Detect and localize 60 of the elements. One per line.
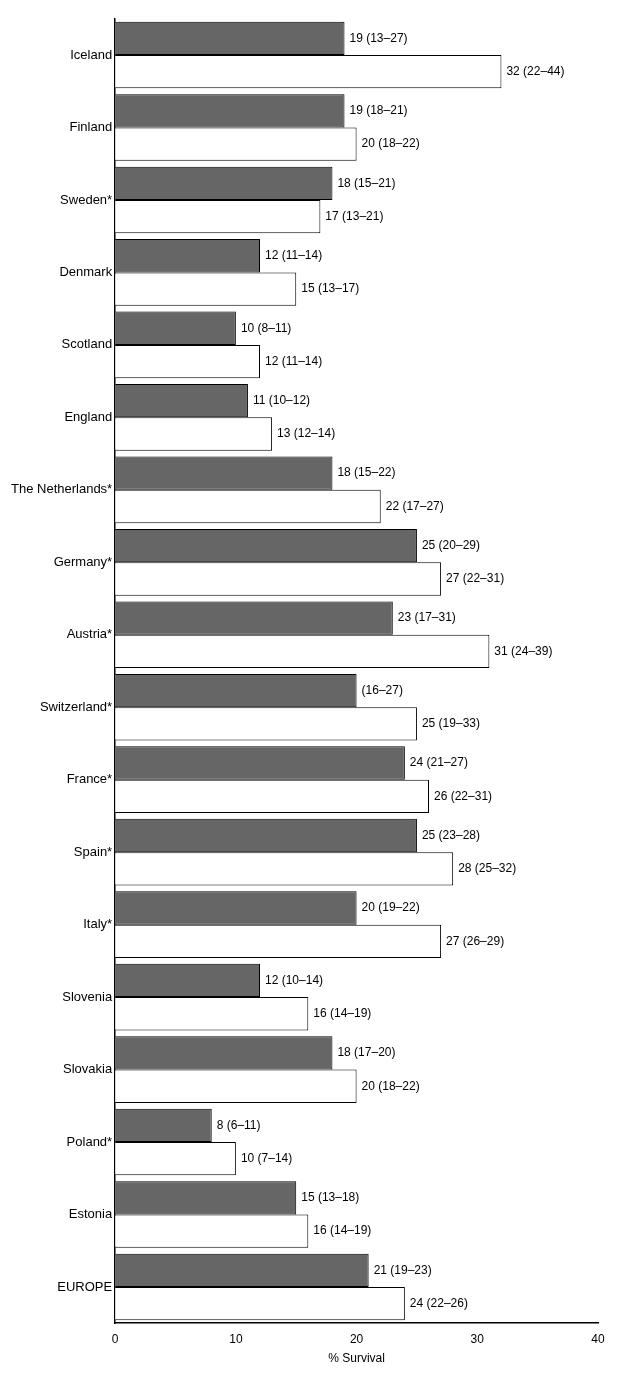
y-tick-label: Slovenia: [62, 988, 113, 1004]
data-label: 16 (14–19): [313, 1223, 372, 1238]
data-label: 24 (21–27): [409, 755, 468, 770]
data-label: 18 (15–22): [337, 465, 396, 480]
data-label: 19 (18–21): [349, 103, 408, 118]
data-label: 23 (17–31): [397, 610, 456, 625]
y-tick-label: Austria*: [66, 626, 113, 642]
y-tick-label: Scotland: [61, 336, 113, 352]
data-label: 26 (22–31): [434, 788, 493, 803]
y-tick-label: Sweden*: [60, 191, 113, 207]
data-label: 25 (19–33): [421, 716, 480, 731]
y-tick-label: Slovakia: [63, 1061, 113, 1077]
y-tick-label: England: [64, 408, 113, 424]
data-label: 27 (26–29): [446, 933, 505, 948]
y-tick-label: Denmark: [59, 264, 113, 280]
x-axis-title: % Survival: [328, 1351, 385, 1366]
data-label: 21 (19–23): [373, 1262, 432, 1277]
data-label: 20 (19–22): [361, 900, 420, 915]
data-label: 15 (13–18): [301, 1190, 360, 1205]
data-label: 12 (11–14): [265, 353, 323, 368]
x-tick-label: 10: [229, 1331, 243, 1346]
x-tick-label: 0: [111, 1331, 119, 1346]
data-label: 20 (18–22): [361, 136, 420, 151]
data-label: 13 (12–14): [277, 426, 336, 441]
data-label: 32 (22–44): [506, 64, 565, 79]
data-label: 22 (17–27): [385, 498, 444, 513]
y-tick-label: Germany*: [53, 553, 113, 569]
data-label: 8 (6–11): [216, 1117, 261, 1132]
y-tick-label: Italy*: [83, 916, 113, 932]
data-label: (16–27): [361, 682, 403, 697]
data-label: 18 (15–21): [337, 175, 396, 190]
data-label: 20 (18–22): [361, 1078, 420, 1093]
y-tick-label: The Netherlands*: [11, 481, 113, 497]
data-label: 25 (23–28): [421, 827, 480, 842]
data-label: 17 (13–21): [325, 208, 384, 223]
data-label: 16 (14–19): [313, 1006, 372, 1021]
data-label: 12 (11–14): [265, 248, 323, 263]
data-label: 31 (24–39): [494, 643, 553, 658]
y-tick-label: Iceland: [70, 46, 113, 62]
y-tick-label: Spain*: [73, 843, 113, 859]
data-label: 27 (22–31): [446, 571, 505, 586]
data-label: 12 (10–14): [265, 972, 324, 987]
y-tick-label: EUROPE: [57, 1278, 113, 1294]
y-tick-label: Switzerland*: [39, 698, 113, 714]
data-label: 25 (20–29): [421, 537, 480, 552]
data-label: 19 (13–27): [349, 30, 408, 45]
data-label: 24 (22–26): [409, 1295, 468, 1310]
data-label: 10 (7–14): [240, 1151, 293, 1166]
x-tick-label: 40: [591, 1331, 605, 1346]
data-label: 10 (8–11): [240, 320, 292, 335]
data-label: 28 (25–32): [458, 861, 517, 876]
data-label: 11 (10–12): [252, 393, 311, 408]
x-tick-label: 20: [349, 1331, 364, 1346]
y-tick-label: Finland: [69, 119, 113, 135]
y-tick-label: Estonia: [68, 1206, 113, 1222]
x-tick-label: 30: [470, 1331, 485, 1346]
data-label: 15 (13–17): [301, 281, 360, 296]
data-label: 18 (17–20): [337, 1045, 396, 1060]
y-tick-label: Poland*: [66, 1133, 113, 1149]
y-tick-label: France*: [66, 771, 113, 787]
